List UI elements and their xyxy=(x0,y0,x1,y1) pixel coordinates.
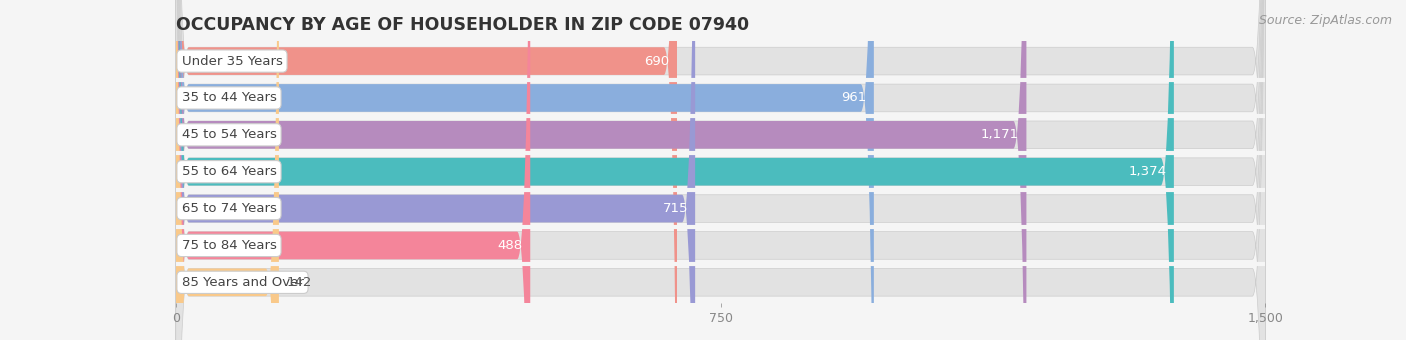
Text: Under 35 Years: Under 35 Years xyxy=(181,55,283,68)
Text: 45 to 54 Years: 45 to 54 Years xyxy=(181,128,277,141)
Text: 85 Years and Over: 85 Years and Over xyxy=(181,276,304,289)
FancyBboxPatch shape xyxy=(176,0,875,340)
FancyBboxPatch shape xyxy=(176,0,1265,340)
Text: 55 to 64 Years: 55 to 64 Years xyxy=(181,165,277,178)
Text: OCCUPANCY BY AGE OF HOUSEHOLDER IN ZIP CODE 07940: OCCUPANCY BY AGE OF HOUSEHOLDER IN ZIP C… xyxy=(176,16,749,34)
FancyBboxPatch shape xyxy=(176,0,1265,340)
FancyBboxPatch shape xyxy=(176,0,530,340)
FancyBboxPatch shape xyxy=(176,0,1265,340)
FancyBboxPatch shape xyxy=(176,0,678,340)
Text: Source: ZipAtlas.com: Source: ZipAtlas.com xyxy=(1258,14,1392,27)
FancyBboxPatch shape xyxy=(176,0,1265,340)
Text: 961: 961 xyxy=(841,91,866,104)
Text: 65 to 74 Years: 65 to 74 Years xyxy=(181,202,277,215)
Text: 75 to 84 Years: 75 to 84 Years xyxy=(181,239,277,252)
Text: 690: 690 xyxy=(644,55,669,68)
Text: 715: 715 xyxy=(662,202,688,215)
Text: 142: 142 xyxy=(287,276,312,289)
Text: 35 to 44 Years: 35 to 44 Years xyxy=(181,91,277,104)
Text: 1,171: 1,171 xyxy=(981,128,1019,141)
FancyBboxPatch shape xyxy=(176,0,1174,340)
Text: 1,374: 1,374 xyxy=(1129,165,1167,178)
FancyBboxPatch shape xyxy=(176,0,1026,340)
FancyBboxPatch shape xyxy=(176,0,1265,340)
FancyBboxPatch shape xyxy=(176,0,278,340)
FancyBboxPatch shape xyxy=(176,0,695,340)
Text: 488: 488 xyxy=(498,239,523,252)
FancyBboxPatch shape xyxy=(176,0,1265,340)
FancyBboxPatch shape xyxy=(176,0,1265,340)
